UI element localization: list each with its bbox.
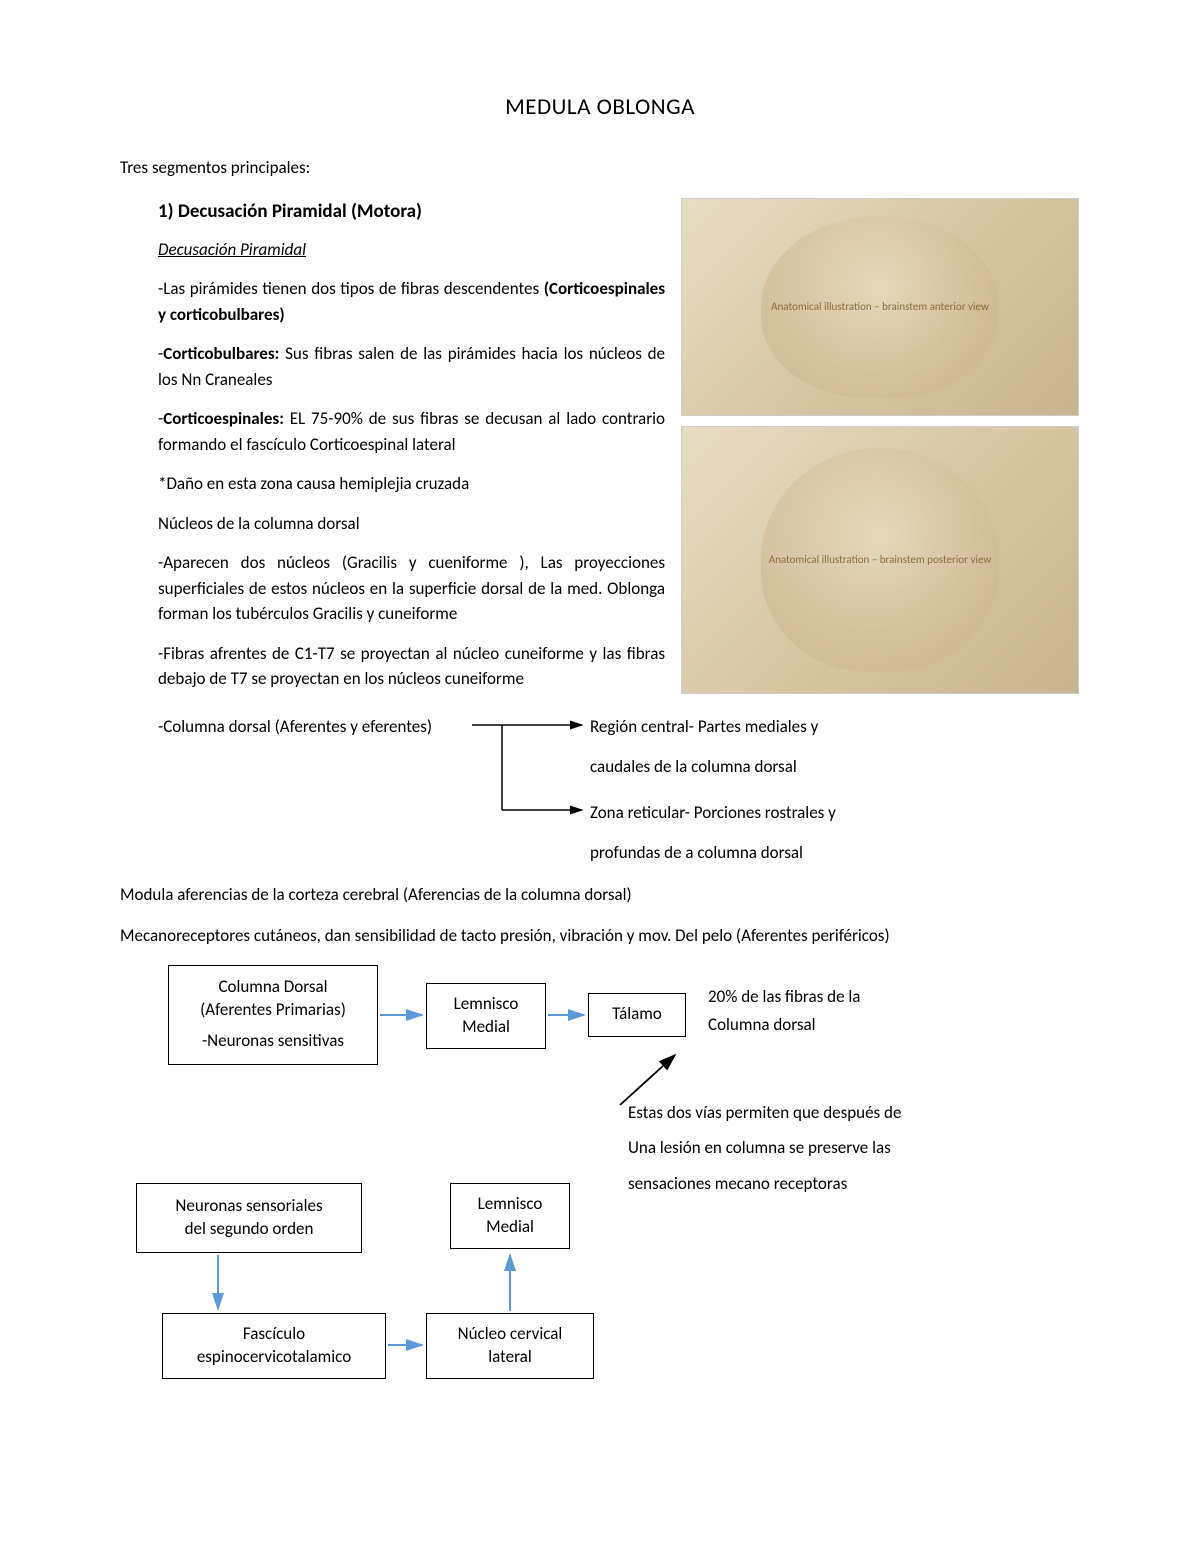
- note-text: Estas dos vías permiten que después de U…: [628, 1095, 901, 1202]
- page-title: MEDULA OBLONGA: [120, 90, 1080, 125]
- para-3: -Corticoespinales: EL 75-90% de sus fibr…: [158, 406, 665, 457]
- section-1-subhead: Decusación Piramidal: [158, 237, 665, 263]
- branch-r1b: caudales de la columna dorsal: [590, 754, 797, 780]
- flowchart: Columna Dorsal (Aferentes Primarias) -Ne…: [120, 965, 1080, 1425]
- intro-text: Tres segmentos principales:: [120, 155, 1080, 181]
- branch-diagram: -Columna dorsal (Aferentes y eferentes) …: [158, 714, 1080, 864]
- box-lemnisco-2: Lemnisco Medial: [450, 1183, 570, 1249]
- note1: Estas dos vías permiten que después de: [628, 1102, 901, 1123]
- image-column: Anatomical illustration – brainstem ante…: [681, 198, 1079, 706]
- box1-l3: -Neuronas sensitivas: [202, 1030, 344, 1053]
- img2-caption: Anatomical illustration – brainstem post…: [769, 552, 992, 569]
- para-1: -Las pirámides tienen dos tipos de fibra…: [158, 276, 665, 327]
- img1-caption: Anatomical illustration – brainstem ante…: [771, 299, 989, 316]
- box3: Tálamo: [612, 1003, 662, 1026]
- anatomical-image-1: Anatomical illustration – brainstem ante…: [681, 198, 1079, 416]
- body-t2: Mecanoreceptores cutáneos, dan sensibili…: [120, 923, 1080, 949]
- box4-l2: del segundo orden: [185, 1218, 314, 1241]
- side1: 20% de las fibras de la: [708, 986, 860, 1007]
- body-t1: Modula aferencias de la corteza cerebral…: [120, 882, 1080, 908]
- para-7: -Fibras afrentes de C1-T7 se proyectan a…: [158, 641, 665, 692]
- p2b: Corticobulbares:: [163, 343, 279, 364]
- branch-r1a: Región central- Partes mediales y: [590, 714, 818, 740]
- branch-r2a: Zona reticular- Porciones rostrales y: [590, 800, 836, 826]
- p3b: Corticoespinales:: [163, 408, 284, 429]
- box2-l1: Lemnisco: [454, 993, 519, 1016]
- anatomical-image-2: Anatomical illustration – brainstem post…: [681, 426, 1079, 694]
- main-content-row: 1) Decusación Piramidal (Motora) Decusac…: [120, 198, 1080, 706]
- box5-l2: espinocervicotalamico: [197, 1346, 351, 1369]
- side2: Columna dorsal: [708, 1014, 816, 1035]
- box2-l2: Medial: [462, 1016, 510, 1039]
- box1-l1: Columna Dorsal: [218, 976, 327, 999]
- box-neuronas-sensoriales: Neuronas sensoriales del segundo orden: [136, 1183, 362, 1253]
- text-column: 1) Decusación Piramidal (Motora) Decusac…: [120, 198, 665, 706]
- para-6: -Aparecen dos núcleos (Gracilis y cuenif…: [158, 550, 665, 627]
- box-talamo: Tálamo: [588, 993, 686, 1037]
- branch-left: -Columna dorsal (Aferentes y eferentes): [158, 714, 432, 740]
- box-columna-dorsal: Columna Dorsal (Aferentes Primarias) -Ne…: [168, 965, 378, 1065]
- box7-l2: Medial: [486, 1216, 534, 1239]
- side-text: 20% de las fibras de la Columna dorsal: [708, 983, 860, 1041]
- box1-l2: (Aferentes Primarias): [200, 999, 346, 1022]
- box6-l1: Núcleo cervical: [458, 1323, 563, 1346]
- para-4: *Daño en esta zona causa hemiplejia cruz…: [158, 471, 665, 497]
- box5-l1: Fascículo: [243, 1323, 305, 1346]
- para-2: -Corticobulbares: Sus fibras salen de la…: [158, 341, 665, 392]
- branch-r2b: profundas de a columna dorsal: [590, 840, 803, 866]
- note2: Una lesión en columna se preserve las: [628, 1137, 891, 1158]
- p1a: -Las pirámides tienen dos tipos de fibra…: [158, 278, 544, 299]
- box4-l1: Neuronas sensoriales: [175, 1195, 322, 1218]
- box-fasciculo: Fascículo espinocervicotalamico: [162, 1313, 386, 1379]
- box-lemnisco-1: Lemnisco Medial: [426, 983, 546, 1049]
- box-nucleo-cervical: Núcleo cervical lateral: [426, 1313, 594, 1379]
- section-1-heading: 1) Decusación Piramidal (Motora): [158, 198, 665, 227]
- box6-l2: lateral: [488, 1346, 531, 1369]
- box7-l1: Lemnisco: [478, 1193, 543, 1216]
- note3: sensaciones mecano receptoras: [628, 1173, 847, 1194]
- para-5: Núcleos de la columna dorsal: [158, 511, 665, 537]
